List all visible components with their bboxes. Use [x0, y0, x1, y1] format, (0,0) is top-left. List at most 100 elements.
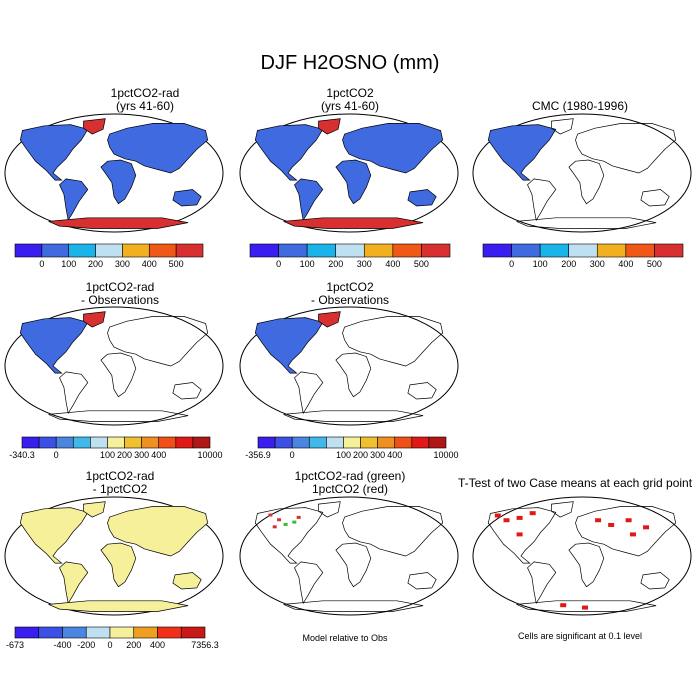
colorbar-3-swatch [596, 243, 627, 258]
colorbar-5-swatch [428, 436, 447, 449]
continent-af [568, 159, 605, 205]
continent-na [19, 507, 89, 564]
colorbar-6-tick-label: -200 [77, 640, 95, 650]
colorbar-5-swatch [291, 436, 310, 449]
colorbar-4-tick-label: 200 [117, 450, 132, 460]
colorbar-6-tick-label: -400 [53, 640, 71, 650]
colorbar-5-swatch [326, 436, 344, 449]
significant-cell [629, 532, 636, 537]
map-panel-8 [472, 496, 692, 616]
colorbar-1-swatch [122, 243, 150, 258]
colorbar-5-tick-label: 0 [290, 450, 295, 460]
continent-sa [294, 178, 324, 222]
diff-cell [268, 513, 273, 517]
continent-gr [318, 311, 341, 328]
map-panel-7 [239, 496, 459, 616]
colorbar-6-swatch [133, 626, 158, 639]
continent-an [48, 217, 189, 229]
colorbar-6-swatch [38, 626, 63, 639]
colorbar-4-swatch [55, 436, 74, 449]
colorbar-1-tick-label: 0 [39, 259, 44, 269]
colorbar-3-tick-label: 100 [533, 259, 548, 269]
colorbar-4-swatch [175, 436, 194, 449]
colorbar-2-tick-label: 300 [357, 259, 372, 269]
significant-cell [503, 518, 510, 523]
continent-na [254, 124, 324, 181]
continent-sa [59, 561, 89, 605]
continent-eu [107, 316, 209, 367]
colorbar-1-swatch [148, 243, 177, 258]
note-significance: Cells are significant at 0.1 level [517, 631, 643, 641]
map-outline [472, 496, 692, 616]
colorbar-1-swatch [41, 243, 70, 258]
colorbar-5-swatch [308, 436, 327, 449]
colorbar-2-tick-label: 0 [276, 259, 281, 269]
continent-af [335, 352, 372, 398]
continent-eu [107, 123, 209, 174]
colorbar-4-swatch [90, 436, 108, 449]
panel-title-3: CMC (1980-1996) [531, 99, 629, 113]
continent-eu [107, 506, 209, 557]
colorbar-4-swatch [21, 436, 40, 449]
continent-gr [83, 118, 106, 135]
colorbar-6-swatch [180, 626, 206, 639]
colorbar-2-tick-label: 100 [300, 259, 315, 269]
panel-title-2: 1pctCO2 (yrs 41-60) [320, 86, 379, 113]
continent-au [172, 189, 202, 207]
colorbar-4-swatch [38, 436, 57, 449]
map-panel-3 [472, 113, 692, 233]
continent-eu [342, 316, 444, 367]
continent-gr [551, 501, 574, 518]
colorbar-3-swatch [511, 243, 541, 258]
continent-au [407, 189, 437, 207]
continent-au [640, 189, 670, 207]
continent-na [19, 317, 89, 374]
continent-af [335, 159, 372, 205]
continent-sa [294, 561, 324, 605]
colorbar-1-tick-label: 200 [88, 259, 103, 269]
colorbar-3-swatch [482, 243, 512, 258]
colorbar-4-tick-label: 10000 [197, 450, 222, 460]
continent-sa [294, 371, 324, 415]
continent-sa [59, 371, 89, 415]
continent-au [407, 382, 437, 400]
continent-gr [83, 311, 106, 328]
colorbar-3-swatch [625, 243, 655, 258]
colorbar-4-tick-label: -340.3 [9, 450, 35, 460]
continent-gr [318, 501, 341, 518]
colorbar-5-tick-label: 100 [336, 450, 351, 460]
continent-an [48, 410, 189, 422]
panel-title-1: 1pctCO2-rad (yrs 41-60) [110, 86, 180, 113]
colorbar-5-swatch [377, 436, 396, 449]
colorbar-3-tick-label: 500 [647, 259, 662, 269]
panel-title-4: 1pctCO2-rad - Observations [80, 280, 160, 307]
colorbar-6-swatch [109, 626, 135, 639]
colorbar-3-tick-label: 0 [509, 259, 514, 269]
continent-au [172, 382, 202, 400]
significant-cell [516, 515, 523, 520]
figure-title: DJF H2OSNO (mm) [260, 52, 440, 74]
colorbar-6-swatch [62, 626, 87, 639]
colorbar-2-swatch [421, 243, 451, 258]
map-outline [239, 496, 459, 616]
colorbar-6-tick-label: 200 [126, 640, 141, 650]
colorbar-5-tick-label: 300 [370, 450, 385, 460]
colorbar-4-swatch [141, 436, 160, 449]
colorbar-2-swatch [306, 243, 337, 258]
colorbar-1-tick-label: 400 [142, 259, 157, 269]
colorbar-2-swatch [392, 243, 422, 258]
diff-cell [292, 520, 297, 524]
colorbar-3-tick-label: 200 [561, 259, 576, 269]
continent-an [283, 600, 424, 612]
colorbar-4-tick-label: 0 [54, 450, 59, 460]
colorbar-2-swatch [249, 243, 279, 258]
colorbar-2-tick-label: 500 [414, 259, 429, 269]
panel-title-8: T-Test of two Case means at each grid po… [457, 476, 693, 490]
significant-cell [608, 522, 615, 527]
continent-eu [342, 123, 444, 174]
colorbar-1-swatch [68, 243, 96, 258]
continent-eu [575, 506, 677, 557]
colorbar-4-tick-label: 100 [100, 450, 115, 460]
diff-cell [272, 525, 277, 529]
colorbar-4-tick-label: 300 [134, 450, 149, 460]
